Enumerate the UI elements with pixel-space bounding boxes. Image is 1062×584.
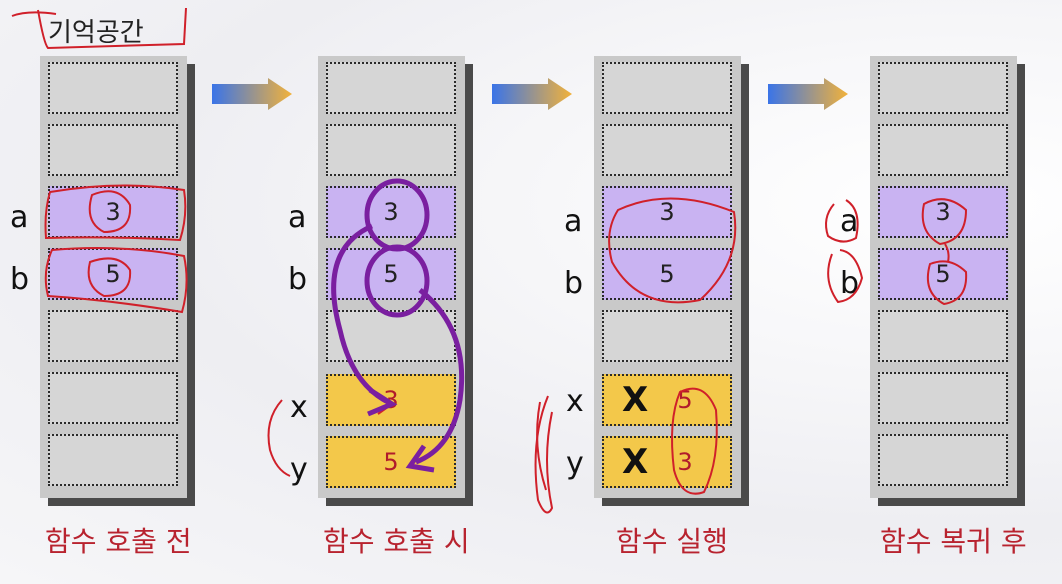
bracket-annotation: [536, 401, 547, 491]
parameter-label-y: y: [290, 452, 308, 487]
memory-cell: [48, 372, 178, 424]
memory-stack-execution: 3 5 X 5 X 3: [594, 56, 741, 498]
variable-label-b: b: [288, 262, 308, 297]
variable-label-a: a: [10, 200, 29, 235]
cell-value: 3: [935, 198, 951, 226]
memory-stack-after-return: 3 5: [870, 56, 1017, 498]
memory-cell-b: 5: [48, 248, 178, 300]
parameter-label-x: x: [290, 390, 308, 425]
cell-value: 3: [677, 448, 693, 476]
right-arrow-icon: [492, 78, 572, 110]
memory-cell: [878, 124, 1008, 176]
memory-cell-b: 5: [878, 248, 1008, 300]
panel-caption-after-return: 함수 복귀 후: [880, 525, 1027, 558]
cell-value: 3: [659, 198, 675, 226]
memory-cell-x: 3: [326, 374, 456, 426]
memory-cell: [878, 310, 1008, 362]
cell-value: 3: [105, 198, 121, 226]
bracket-annotation: [534, 395, 554, 514]
memory-cell: [878, 62, 1008, 114]
variable-label-b: b: [10, 262, 30, 297]
variable-label-a: a: [840, 204, 859, 239]
memory-cell: [878, 434, 1008, 486]
crossed-out-mark: X: [622, 380, 649, 420]
memory-cell-x: X 5: [602, 374, 732, 426]
crossed-out-mark: X: [622, 442, 649, 482]
cell-value: 5: [383, 448, 399, 476]
memory-cell: [48, 124, 178, 176]
cell-value: 5: [677, 386, 693, 414]
memory-cell: [48, 310, 178, 362]
cell-value: 3: [383, 386, 399, 414]
memory-cell: [48, 434, 178, 486]
cell-value: 5: [935, 260, 951, 288]
memory-cell: [48, 62, 178, 114]
bracket-annotation: [267, 399, 291, 477]
memory-cell-a: 3: [48, 186, 178, 238]
memory-cell: [602, 124, 732, 176]
memory-cell: [326, 310, 456, 362]
memory-cell-a: 3: [878, 186, 1008, 238]
memory-cell-a: 3: [602, 186, 732, 238]
cell-value: 3: [383, 198, 399, 226]
memory-cell: [326, 124, 456, 176]
variable-label-a: a: [288, 200, 307, 235]
panel-caption-during-call: 함수 호출 시: [323, 525, 470, 558]
title-scribble-icon: [11, 7, 187, 50]
memory-cell-b: 5: [602, 248, 732, 300]
memory-cell-a: 3: [326, 186, 456, 238]
cell-value: 5: [659, 260, 675, 288]
parameter-label-y: y: [566, 446, 584, 481]
memory-cell-y: X 3: [602, 436, 732, 488]
variable-label-b: b: [840, 266, 860, 301]
memory-stack-during-call: 3 5 3 5: [318, 56, 465, 498]
right-arrow-icon: [212, 78, 292, 110]
cell-value: 5: [383, 260, 399, 288]
memory-stack-before-call: 3 5: [40, 56, 187, 498]
parameter-label-x: x: [566, 384, 584, 419]
memory-space-title: 기억공간: [48, 18, 144, 48]
memory-cell: [878, 372, 1008, 424]
title-annotation: 기억공간: [8, 4, 188, 50]
memory-cell: [602, 310, 732, 362]
right-arrow-icon: [768, 78, 848, 110]
cell-value: 5: [105, 260, 121, 288]
memory-cell: [326, 62, 456, 114]
memory-cell: [602, 62, 732, 114]
panel-caption-execution: 함수 실행: [616, 525, 728, 558]
memory-cell-b: 5: [326, 248, 456, 300]
variable-label-b: b: [564, 266, 584, 301]
memory-cell-y: 5: [326, 436, 456, 488]
variable-label-a: a: [564, 204, 583, 239]
panel-caption-before-call: 함수 호출 전: [45, 525, 192, 558]
